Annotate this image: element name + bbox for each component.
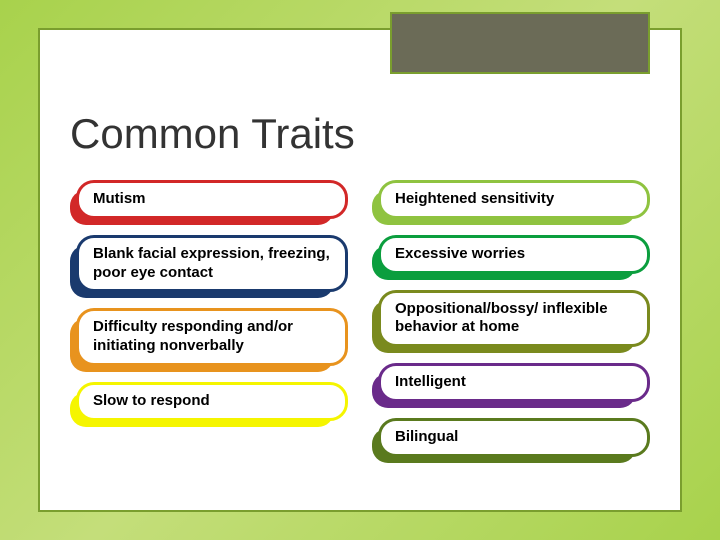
trait-item: Blank facial expression, freezing, poor …	[70, 235, 348, 299]
trait-item: Mutism	[70, 180, 348, 225]
trait-label: Intelligent	[378, 363, 650, 402]
trait-label: Oppositional/bossy/ inflexible behavior …	[378, 290, 650, 348]
slide-title: Common Traits	[70, 110, 355, 158]
trait-item: Oppositional/bossy/ inflexible behavior …	[372, 290, 650, 354]
header-accent-box	[390, 12, 650, 74]
trait-item: Excessive worries	[372, 235, 650, 280]
trait-label: Bilingual	[378, 418, 650, 457]
slide-frame: Common Traits Mutism Blank facial express…	[38, 28, 682, 512]
trait-item: Heightened sensitivity	[372, 180, 650, 225]
trait-item: Difficulty responding and/or initiating …	[70, 308, 348, 372]
trait-label: Difficulty responding and/or initiating …	[76, 308, 348, 366]
trait-label: Slow to respond	[76, 382, 348, 421]
trait-item: Slow to respond	[70, 382, 348, 427]
trait-label: Heightened sensitivity	[378, 180, 650, 219]
content-area: Mutism Blank facial expression, freezing,…	[70, 180, 650, 490]
trait-label: Blank facial expression, freezing, poor …	[76, 235, 348, 293]
trait-label: Excessive worries	[378, 235, 650, 274]
trait-item: Intelligent	[372, 363, 650, 408]
left-column: Mutism Blank facial expression, freezing,…	[70, 180, 348, 490]
trait-item: Bilingual	[372, 418, 650, 463]
right-column: Heightened sensitivity Excessive worries O…	[372, 180, 650, 490]
trait-label: Mutism	[76, 180, 348, 219]
